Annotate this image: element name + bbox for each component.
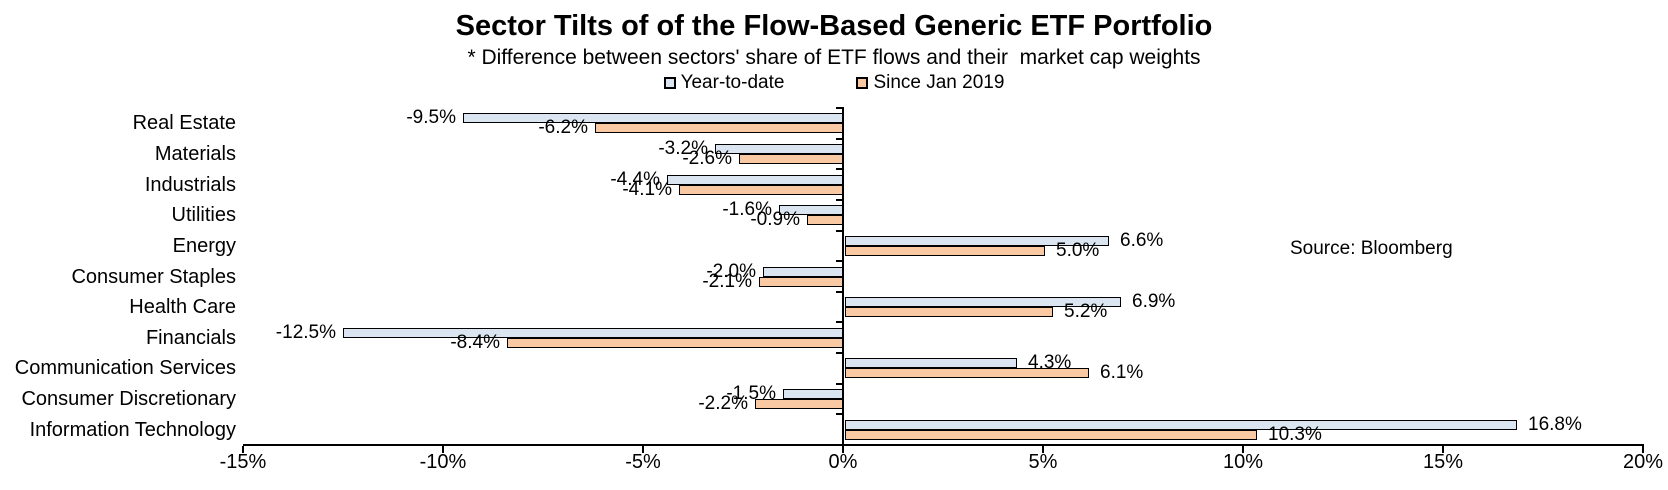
legend-item-year-to-date: Year-to-date bbox=[663, 72, 785, 94]
source-note: Source: Bloomberg bbox=[1290, 238, 1453, 259]
bar-value-label: 5.2% bbox=[1064, 301, 1108, 323]
bar-year-to-date bbox=[845, 358, 1017, 369]
bar-value-label: -1.6% bbox=[722, 199, 772, 221]
category-label: Communication Services bbox=[14, 357, 236, 380]
bar-year-to-date bbox=[845, 419, 1517, 430]
category-label: Utilities bbox=[171, 204, 236, 227]
bar-year-to-date bbox=[715, 143, 843, 154]
category-axis-tick bbox=[836, 168, 844, 171]
bar-value-label: -2.1% bbox=[702, 270, 752, 292]
category-axis-tick bbox=[836, 413, 844, 416]
bar-value-label: -3.2% bbox=[658, 137, 708, 159]
bar-year-to-date bbox=[463, 113, 843, 124]
zero-axis-line bbox=[842, 108, 844, 446]
category-axis-tick bbox=[836, 352, 844, 355]
bar-value-label: -12.5% bbox=[275, 321, 336, 343]
bar-since-jan-2019 bbox=[595, 123, 843, 134]
category-axis-tick bbox=[836, 229, 844, 232]
bar-year-to-date bbox=[845, 235, 1109, 246]
bar-since-jan-2019 bbox=[507, 337, 843, 348]
bar-value-label: -4.4% bbox=[610, 168, 660, 190]
bar-value-label: -0.9% bbox=[750, 209, 800, 231]
x-axis-tick-label: 0% bbox=[828, 451, 858, 473]
bar-value-label: -6.2% bbox=[538, 117, 588, 139]
bar-value-label: 6.1% bbox=[1100, 362, 1144, 384]
bar-since-jan-2019 bbox=[807, 215, 843, 226]
bar-since-jan-2019 bbox=[755, 399, 843, 410]
bar-value-label: -2.2% bbox=[698, 393, 748, 415]
legend-item-since-jan-2019: Since Jan 2019 bbox=[856, 72, 1004, 94]
category-label: Industrials bbox=[144, 173, 236, 196]
chart-title: Sector Tilts of of the Flow-Based Generi… bbox=[455, 10, 1213, 42]
x-axis-tick bbox=[842, 446, 844, 453]
x-axis-line bbox=[243, 444, 1644, 446]
bar-year-to-date bbox=[779, 205, 843, 216]
bar-since-jan-2019 bbox=[845, 429, 1257, 440]
chart-subtitle: * Difference between sectors' share of E… bbox=[467, 46, 1201, 69]
category-axis-tick bbox=[836, 260, 844, 263]
category-axis-tick bbox=[836, 321, 844, 324]
bar-value-label: -8.4% bbox=[450, 331, 500, 353]
bar-value-label: 6.6% bbox=[1120, 229, 1164, 251]
bar-since-jan-2019 bbox=[739, 153, 843, 164]
bar-value-label: -9.5% bbox=[406, 107, 456, 129]
category-axis-tick bbox=[836, 137, 844, 140]
category-axis-tick bbox=[836, 107, 844, 109]
bar-year-to-date bbox=[763, 266, 843, 277]
bar-value-label: -4.1% bbox=[622, 178, 672, 200]
legend-label: Year-to-date bbox=[680, 72, 785, 93]
x-axis-tick bbox=[1242, 446, 1244, 453]
category-label: Real Estate bbox=[132, 112, 236, 135]
bar-value-label: 4.3% bbox=[1028, 352, 1072, 374]
x-axis-tick-label: 5% bbox=[1028, 451, 1058, 473]
x-axis-tick bbox=[442, 446, 444, 453]
bar-since-jan-2019 bbox=[679, 184, 843, 195]
bar-year-to-date bbox=[343, 327, 843, 338]
bar-value-label: 16.8% bbox=[1528, 413, 1582, 435]
category-axis-tick bbox=[836, 382, 844, 385]
category-label: Information Technology bbox=[29, 418, 236, 441]
x-axis-tick bbox=[642, 446, 644, 453]
x-axis-tick-label: -10% bbox=[419, 451, 467, 473]
category-label: Energy bbox=[172, 234, 236, 257]
bar-since-jan-2019 bbox=[759, 276, 843, 287]
bar-since-jan-2019 bbox=[845, 307, 1053, 318]
bar-value-label: -1.5% bbox=[726, 383, 776, 405]
x-axis-tick-label: -15% bbox=[219, 451, 267, 473]
bar-year-to-date bbox=[783, 389, 843, 400]
bar-value-label: -2.6% bbox=[682, 147, 732, 169]
x-axis-tick-label: 10% bbox=[1222, 451, 1264, 473]
category-axis-tick bbox=[836, 444, 844, 446]
bar-since-jan-2019 bbox=[845, 368, 1089, 379]
chart-legend: Year-to-date Since Jan 2019 bbox=[0, 72, 1668, 94]
x-axis-tick bbox=[1642, 446, 1644, 453]
category-label: Financials bbox=[145, 326, 236, 349]
x-axis-tick bbox=[242, 446, 244, 453]
category-label: Consumer Staples bbox=[71, 265, 236, 288]
category-axis-tick bbox=[836, 290, 844, 293]
category-label: Consumer Discretionary bbox=[21, 388, 236, 411]
bar-value-label: 5.0% bbox=[1056, 239, 1100, 261]
category-axis-tick bbox=[836, 198, 844, 201]
x-axis-tick bbox=[1442, 446, 1444, 453]
bar-since-jan-2019 bbox=[845, 245, 1045, 256]
legend-swatch-icon bbox=[856, 77, 869, 89]
bar-year-to-date bbox=[667, 174, 843, 185]
legend-swatch-icon bbox=[663, 77, 676, 89]
x-axis-tick-label: 20% bbox=[1622, 451, 1664, 473]
category-label: Materials bbox=[154, 142, 236, 165]
x-axis-tick-label: -5% bbox=[625, 451, 661, 473]
x-axis-tick bbox=[1042, 446, 1044, 453]
legend-label: Since Jan 2019 bbox=[873, 72, 1005, 93]
x-axis-tick-label: 15% bbox=[1422, 451, 1464, 473]
category-label: Health Care bbox=[129, 296, 236, 319]
bar-year-to-date bbox=[845, 297, 1121, 308]
bar-value-label: 6.9% bbox=[1132, 291, 1176, 313]
bar-value-label: 10.3% bbox=[1268, 423, 1322, 445]
bar-value-label: -2.0% bbox=[706, 260, 756, 282]
